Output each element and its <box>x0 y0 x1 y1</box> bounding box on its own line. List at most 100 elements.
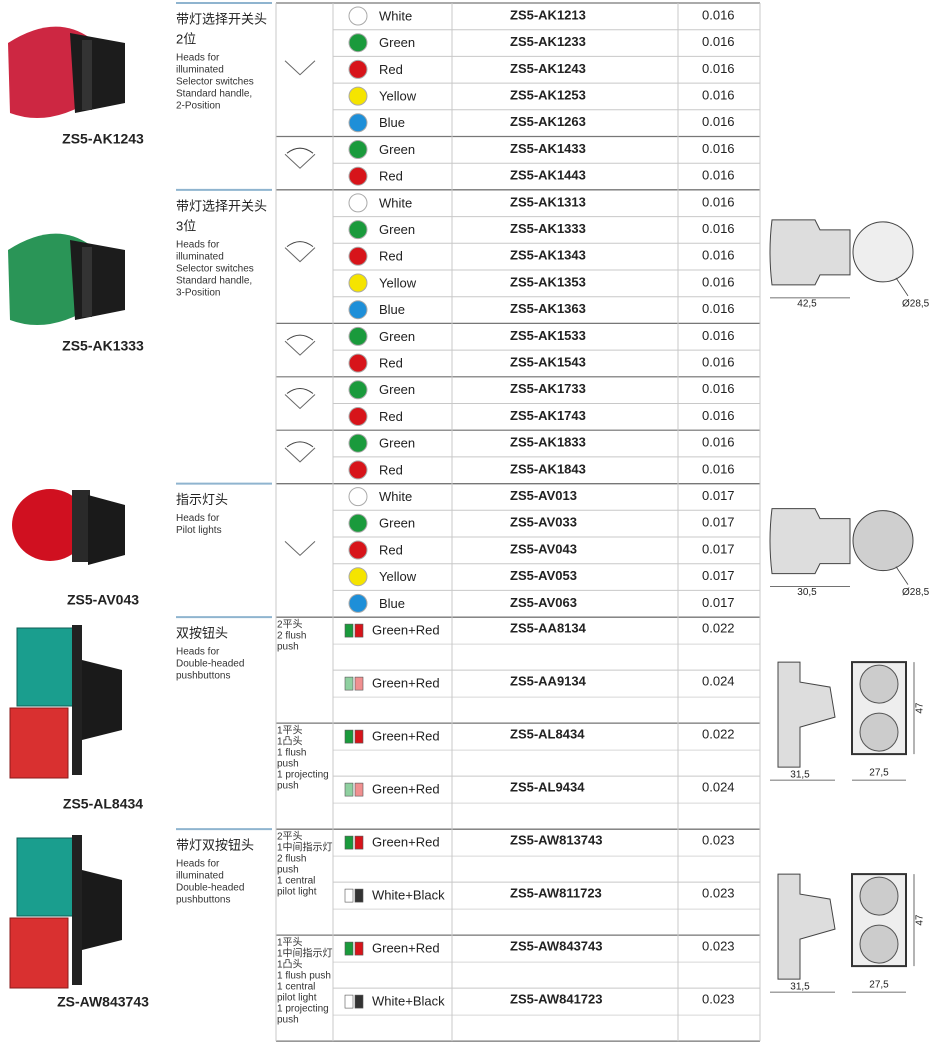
dimension-label: 31,5 <box>790 770 810 781</box>
lens <box>12 489 88 561</box>
group-description: illuminated <box>176 65 224 76</box>
swatch-left <box>344 782 354 797</box>
group-description: Heads for <box>176 240 220 251</box>
variant-text: push <box>277 1015 299 1026</box>
rotation-arrow <box>286 388 314 394</box>
product-code: ZS5-AL8434 <box>510 727 585 742</box>
group-description: Selector switches <box>176 264 254 275</box>
product-code: ZS5-AK1233 <box>510 34 586 49</box>
swatch-icon <box>344 994 364 1009</box>
weight: 0.023 <box>702 833 735 848</box>
color-swatch <box>348 59 368 79</box>
product-label: ZS5-AK1243 <box>62 131 144 147</box>
group-title: 带灯选择开关头 <box>176 11 267 26</box>
swatch-left <box>344 835 354 850</box>
swatch-left <box>344 994 354 1009</box>
color-swatch <box>348 380 368 400</box>
product-code: ZS5-AK1213 <box>510 7 586 22</box>
weight: 0.016 <box>702 301 735 316</box>
variant-text: push <box>277 865 299 876</box>
color-name: Green+Red <box>372 623 440 638</box>
product-code: ZS5-AK1543 <box>510 355 586 370</box>
product-code: ZS5-AK1733 <box>510 381 586 396</box>
color-name: White <box>379 195 412 210</box>
rotation-arrow <box>286 334 314 341</box>
dimension-label: 47 <box>915 914 926 926</box>
weight: 0.022 <box>702 621 735 636</box>
product-code: ZS5-AW843743 <box>510 939 603 954</box>
color-name: Green+Red <box>372 941 440 956</box>
product-image <box>8 26 125 118</box>
group-description: Standard handle, <box>176 89 252 100</box>
color-name: Blue <box>379 302 405 317</box>
color-name: Green <box>379 35 415 50</box>
group-description: pushbuttons <box>176 671 231 682</box>
weight: 0.016 <box>702 408 735 423</box>
front-view <box>852 510 914 572</box>
ring <box>72 490 90 562</box>
group-title: 带灯双按钮头 <box>176 838 254 853</box>
dimension-drawing: 31,5 27,5 47 <box>777 873 926 993</box>
color-name: Yellow <box>379 569 417 584</box>
product-code: ZS5-AK1333 <box>510 221 586 236</box>
swatch-icon <box>344 729 364 744</box>
top-button <box>16 627 76 707</box>
color-name: Green <box>379 516 415 531</box>
product-image <box>9 625 122 779</box>
dimension-label: 27,5 <box>869 768 889 779</box>
variant-text: 1凸头 <box>277 959 303 971</box>
front-top <box>859 876 899 916</box>
ring <box>82 247 92 317</box>
color-name: Red <box>379 356 403 371</box>
variant-text: 2 flush <box>277 854 306 865</box>
product-image <box>8 233 125 325</box>
side-view <box>777 873 836 980</box>
product-code: ZS5-AV013 <box>510 488 577 503</box>
group-title: 带灯选择开关头 <box>176 198 267 213</box>
swatch-left <box>344 676 354 691</box>
bezel <box>72 625 82 775</box>
swatch-right <box>354 835 364 850</box>
color-name: Green <box>379 222 415 237</box>
product-code: ZS5-AW811723 <box>510 886 602 901</box>
color-name: Red <box>379 409 403 424</box>
color-name: Green+Red <box>372 676 440 691</box>
color-name: White+Black <box>372 888 445 903</box>
color-swatch <box>348 326 368 346</box>
swatch-right <box>354 623 364 638</box>
weight: 0.024 <box>702 780 735 795</box>
swatch-left <box>344 623 354 638</box>
product-code: ZS5-AK1843 <box>510 461 586 476</box>
weight: 0.023 <box>702 939 735 954</box>
rotation-arrow <box>286 241 314 248</box>
group-description: pushbuttons <box>176 895 231 906</box>
variant-text: pilot light <box>277 993 317 1004</box>
product-code: ZS5-AA9134 <box>510 674 587 689</box>
product-code: ZS5-AK1243 <box>510 61 586 76</box>
product-code: ZS5-AV063 <box>510 595 577 610</box>
color-swatch <box>348 166 368 186</box>
group-title: 双按钮头 <box>176 626 228 641</box>
weight: 0.017 <box>702 568 735 583</box>
variant-text: 1 flush <box>277 748 306 759</box>
color-swatch <box>348 487 368 507</box>
swatch-right <box>354 994 364 1009</box>
variant-text: 1凸头 <box>277 736 303 748</box>
color-name: Red <box>379 462 403 477</box>
product-code: ZS5-AK1533 <box>510 328 586 343</box>
color-name: Yellow <box>379 89 417 104</box>
swatch-icon <box>344 623 364 638</box>
color-name: Red <box>379 62 403 77</box>
dimension-label: 30,5 <box>797 587 817 598</box>
weight: 0.016 <box>702 435 735 450</box>
weight: 0.016 <box>702 461 735 476</box>
product-label: ZS5-AL8434 <box>63 796 143 812</box>
dimension-drawing: 42,5 Ø28,5 <box>769 219 930 310</box>
color-name: White <box>379 489 412 504</box>
color-name: Green <box>379 436 415 451</box>
dimension-leader <box>895 277 909 297</box>
color-name: Yellow <box>379 275 417 290</box>
weight: 0.016 <box>702 355 735 370</box>
swatch-icon <box>344 782 364 797</box>
swatch-right <box>354 941 364 956</box>
